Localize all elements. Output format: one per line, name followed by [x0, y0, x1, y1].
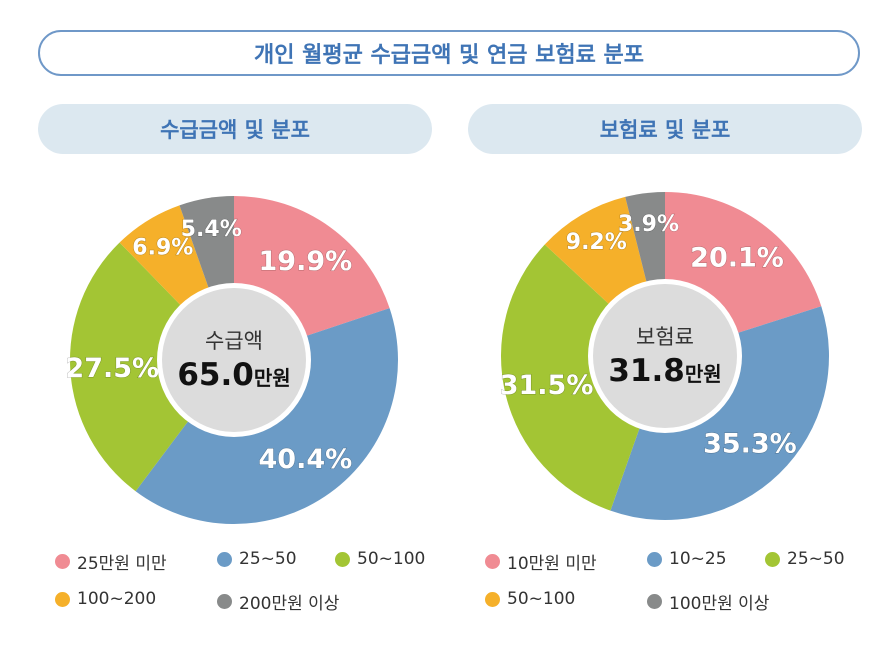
- legend-swatch: [55, 554, 70, 569]
- slice-3: [70, 242, 234, 492]
- legend-swatch: [335, 551, 350, 567]
- legend-item: 100~200: [55, 589, 156, 609]
- legend-label: 100만원 이상: [669, 594, 770, 614]
- slice-label: 35.3%: [703, 429, 797, 460]
- legend-swatch: [485, 591, 500, 607]
- legend-label: 25~50: [787, 549, 845, 569]
- legend-swatch: [485, 554, 500, 569]
- legend-label: 25~50: [239, 549, 297, 569]
- center-number: 65.0: [177, 357, 254, 393]
- legend-swatch: [217, 594, 232, 609]
- legend-item: 100만원 이상: [647, 589, 769, 614]
- legend-swatch: [217, 551, 232, 567]
- legend-swatch: [647, 594, 662, 609]
- center-unit: 만원: [685, 362, 722, 386]
- legend-item: 25~50: [217, 549, 297, 569]
- center-number: 31.8: [608, 353, 685, 389]
- legend-label: 25만원 미만: [77, 554, 167, 574]
- legend-swatch: [55, 591, 70, 607]
- subtitle-right: 보험료 및 분포: [468, 104, 862, 154]
- legend-item: 50~100: [335, 549, 425, 569]
- legend-swatch: [765, 551, 780, 567]
- slice-label: 19.9%: [259, 246, 353, 277]
- slice-label: 27.5%: [65, 353, 159, 384]
- center-value: 31.8만원: [608, 353, 721, 389]
- main-title: 개인 월평균 수급금액 및 연금 보험료 분포: [38, 30, 860, 76]
- slice-label: 31.5%: [500, 370, 594, 401]
- slice-label: 3.9%: [618, 212, 679, 237]
- legend-label: 10만원 미만: [507, 554, 597, 574]
- legend-label: 200만원 이상: [239, 594, 340, 614]
- slice-label: 20.1%: [690, 243, 784, 274]
- legend-label: 100~200: [77, 589, 157, 609]
- center-circle: [593, 284, 737, 428]
- slice-3: [500, 244, 665, 511]
- center-circle: [162, 288, 306, 432]
- slice-label: 40.4%: [259, 444, 353, 475]
- center-label: 보험료: [636, 325, 694, 349]
- legend-item: 200만원 이상: [217, 589, 339, 614]
- legend-label: 10~25: [669, 549, 727, 569]
- legend-item: 10~25: [647, 549, 727, 569]
- legend-label: 50~100: [507, 589, 576, 609]
- legend-item: 25~50: [765, 549, 845, 569]
- legend-item: 50~100: [485, 589, 575, 609]
- slice-label: 5.4%: [181, 217, 242, 242]
- legend-label: 50~100: [357, 549, 426, 569]
- center-unit: 만원: [254, 366, 291, 390]
- subtitle-left: 수급금액 및 분포: [38, 104, 432, 154]
- slice-label: 6.9%: [132, 235, 193, 260]
- legend-item: 25만원 미만: [55, 549, 167, 574]
- legend-swatch: [647, 551, 662, 567]
- slice-label: 9.2%: [566, 230, 627, 255]
- legend-item: 10만원 미만: [485, 549, 597, 574]
- center-label: 수급액: [205, 329, 263, 353]
- center-value: 65.0만원: [177, 357, 290, 393]
